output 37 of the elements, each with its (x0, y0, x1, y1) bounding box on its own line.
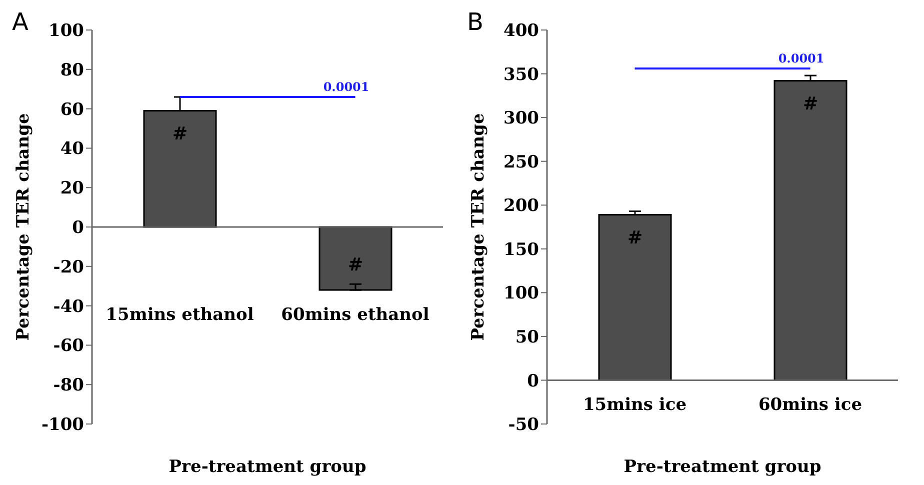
y-tick-label: -50 (508, 415, 540, 436)
y-tick-label: 150 (504, 240, 540, 260)
y-tick-label: -60 (53, 336, 84, 356)
y-tick-label: 250 (504, 152, 540, 172)
annotation: # (802, 93, 818, 114)
y-tick-label: 50 (515, 327, 540, 348)
y-tick-label: 300 (504, 108, 540, 129)
y-tick-label: 400 (504, 21, 540, 42)
annotation: # (627, 227, 643, 248)
x-tick-label: 15mins ice (582, 395, 687, 416)
y-tick-label: 20 (60, 178, 84, 199)
y-tick-label: -40 (53, 296, 84, 317)
y-tick-label: 0 (72, 218, 84, 238)
y-tick-label: 350 (504, 64, 540, 85)
y-tick-label: -20 (53, 257, 84, 278)
y-tick-label: 100 (504, 284, 540, 304)
chart-title: B (467, 8, 484, 36)
x-axis-title: Pre-treatment group (168, 457, 366, 477)
x-tick-label: 60mins ice (758, 395, 862, 416)
y-tick-label: -100 (41, 415, 84, 436)
y-tick-label: -80 (53, 376, 84, 396)
y-axis-title: Percentage TER change (13, 113, 34, 341)
y-tick-label: 80 (60, 60, 84, 80)
annotation: # (172, 123, 188, 144)
y-tick-label: 100 (48, 21, 84, 42)
y-axis-title: Percentage TER change (468, 113, 488, 341)
y-tick-label: 60 (60, 100, 84, 120)
y-tick-label: 0 (527, 371, 540, 392)
x-tick-label: 60mins ethanol (281, 305, 430, 326)
annotation: 0.0001 (323, 80, 370, 94)
chart-title: A (12, 8, 28, 36)
y-tick-label: 40 (60, 139, 84, 160)
y-tick-label: 200 (504, 196, 540, 216)
x-axis-title: Pre-treatment group (624, 457, 822, 477)
x-tick-label: 15mins ethanol (106, 305, 254, 326)
annotation: # (348, 254, 364, 276)
annotation: 0.0001 (778, 52, 824, 66)
